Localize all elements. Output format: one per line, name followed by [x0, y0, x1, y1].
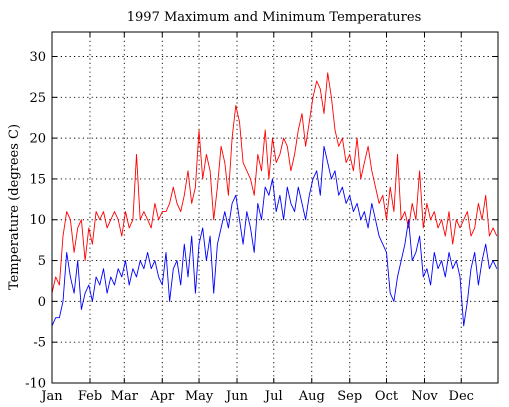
- axis-ticks: [51, 32, 498, 384]
- y-tick-label: 15: [29, 172, 46, 187]
- x-tick-label: Jul: [263, 389, 283, 404]
- plot-frame: [51, 31, 499, 384]
- y-tick-label: -10: [25, 377, 46, 392]
- x-tick-label: Mar: [111, 389, 139, 404]
- x-tick-label: Apr: [149, 389, 175, 404]
- x-tick-label: Oct: [375, 389, 399, 404]
- y-tick-label: 30: [29, 50, 46, 65]
- min-temperature-line: [51, 145, 498, 327]
- y-tick-label: 25: [29, 91, 46, 106]
- x-tick-label: Feb: [78, 389, 102, 404]
- series-lines: [51, 72, 498, 327]
- chart-title: 1997 Maximum and Minimum Temperatures: [127, 10, 422, 25]
- y-tick-label: 20: [29, 132, 46, 147]
- x-tick-label: Jan: [39, 389, 63, 404]
- x-tick-label: May: [185, 389, 214, 404]
- x-tick-label: Sep: [337, 389, 362, 404]
- tick-labels: -10 -5 0 5 10 15 20 25 30 Jan Feb Mar Apr May Jun Jul Au…: [25, 50, 474, 404]
- y-tick-label: -5: [33, 336, 46, 351]
- x-tick-label: Aug: [298, 389, 325, 404]
- y-tick-label: 10: [29, 213, 46, 228]
- max-temperature-line: [51, 72, 498, 294]
- y-axis-label: Temperature (degrees C): [7, 124, 22, 290]
- y-tick-label: 0: [38, 295, 46, 310]
- x-tick-label: Nov: [411, 389, 438, 404]
- x-tick-label: Jun: [224, 389, 249, 404]
- y-tick-label: 5: [38, 254, 46, 269]
- x-tick-label: Dec: [449, 389, 474, 404]
